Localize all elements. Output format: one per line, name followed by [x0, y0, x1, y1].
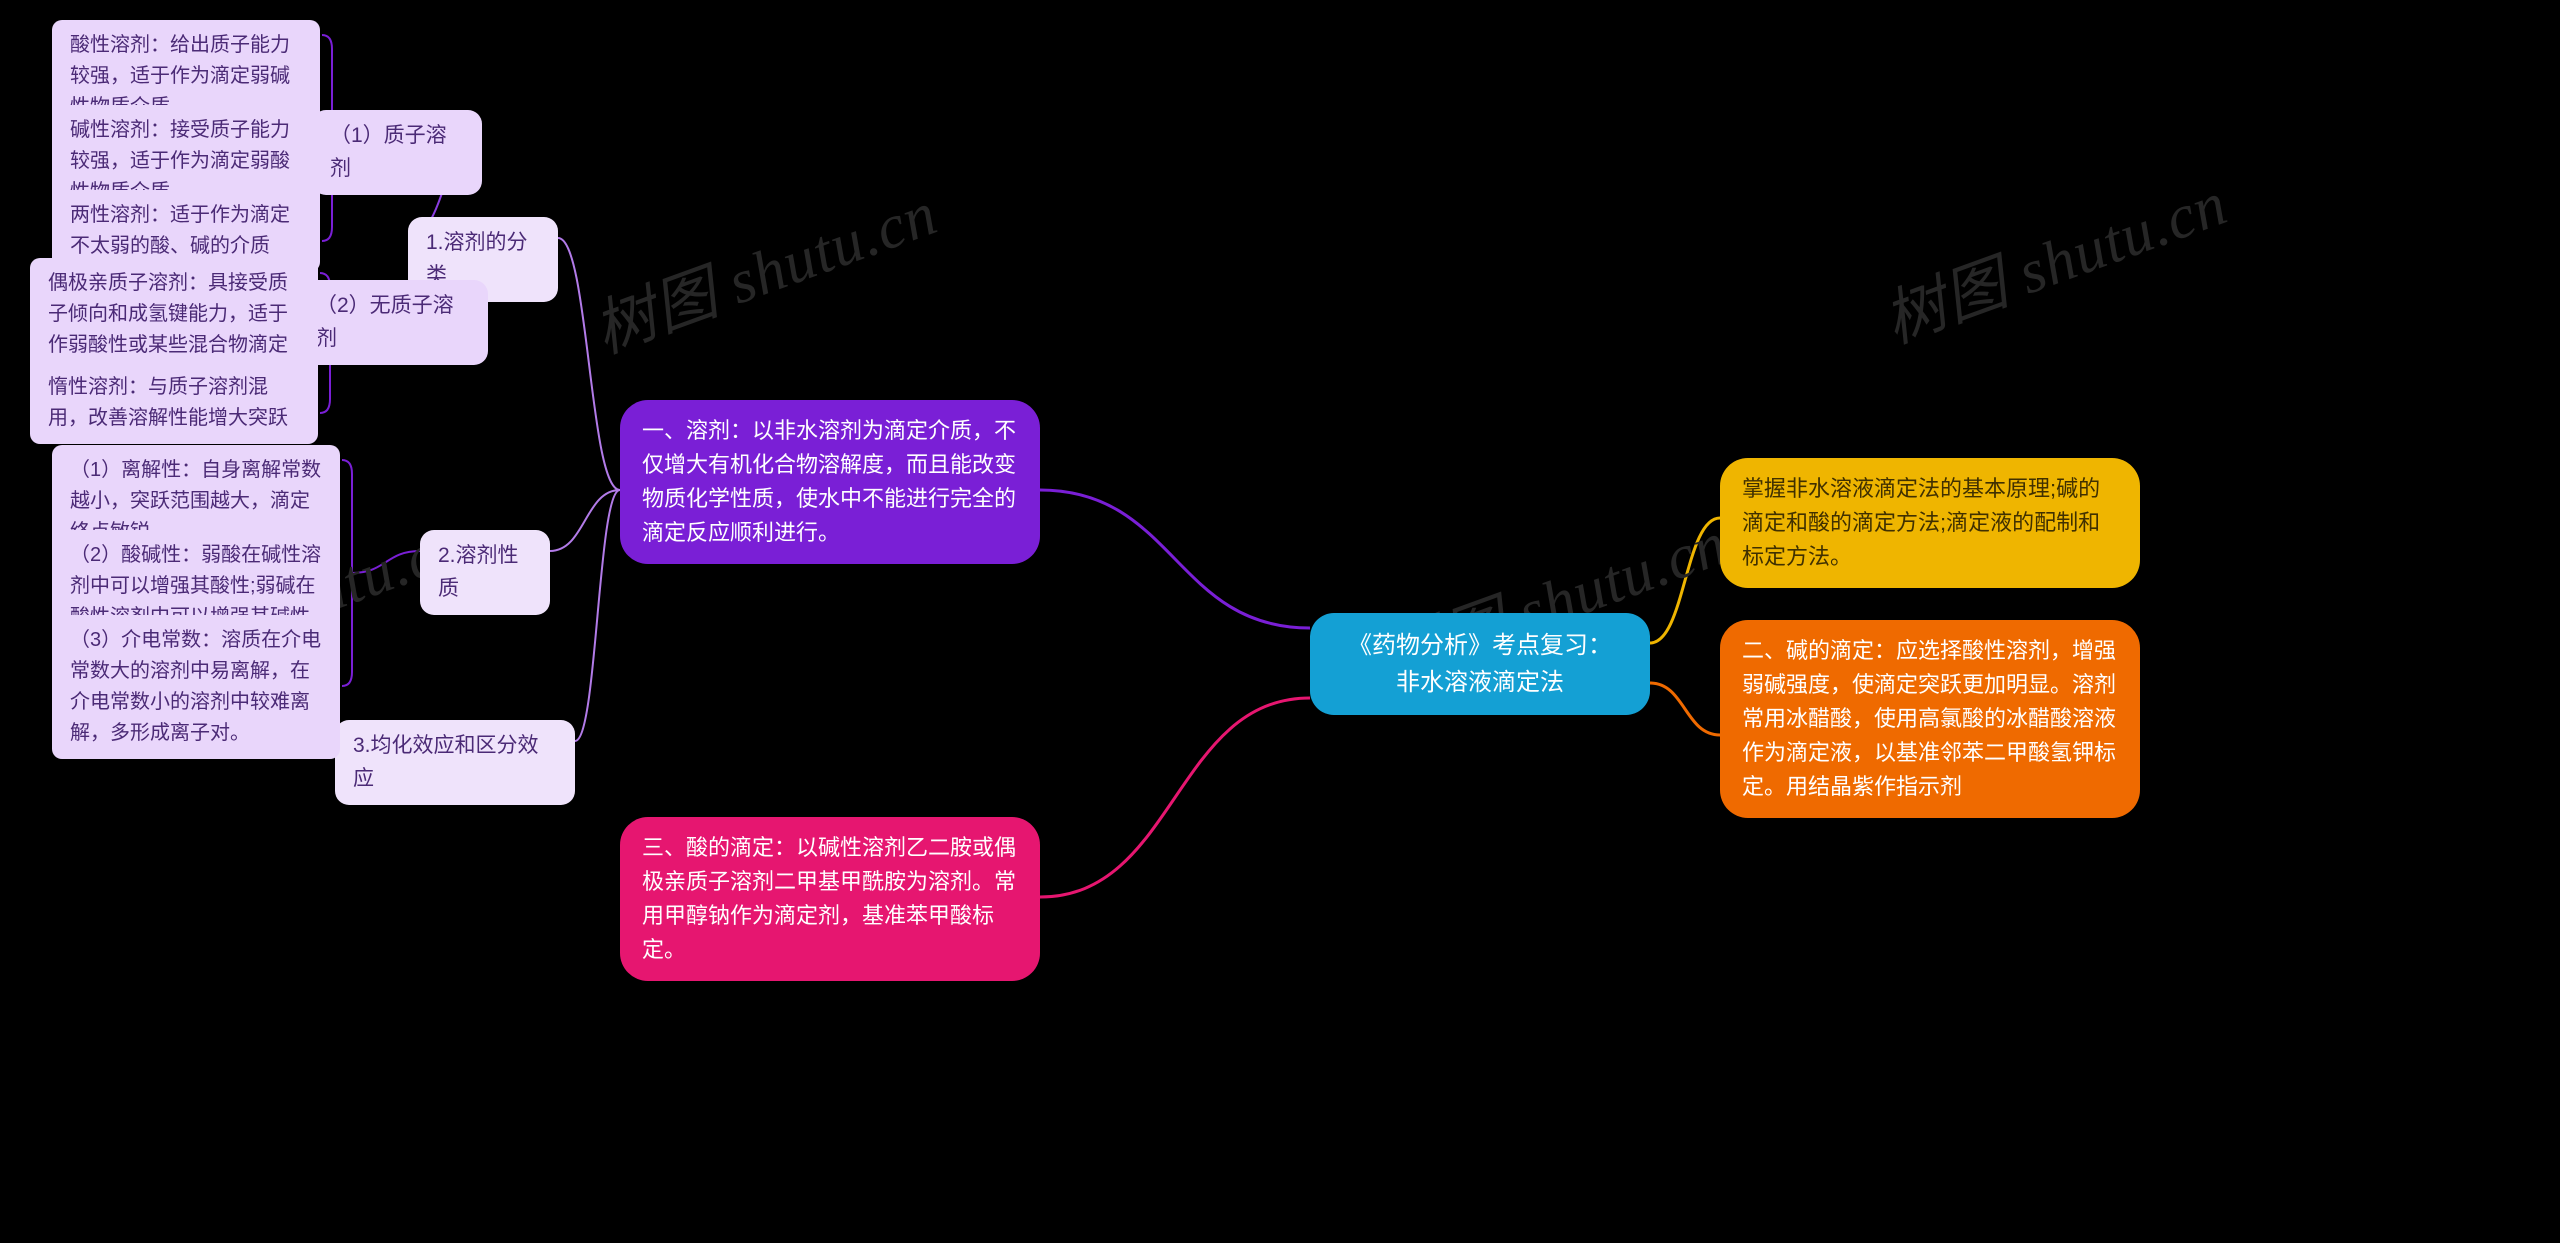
node: （3）介电常数：溶质在介电常数大的溶剂中易离解，在介电常数小的溶剂中较难离解，多…	[52, 615, 340, 759]
node-p2: （2）无质子溶剂	[298, 280, 488, 365]
node-s2: 2.溶剂性质	[420, 530, 550, 615]
node-r2: 二、碱的滴定：应选择酸性溶剂，增强弱碱强度，使滴定突跃更加明显。溶剂常用冰醋酸，…	[1720, 620, 2140, 818]
node-r1: 掌握非水溶液滴定法的基本原理;碱的滴定和酸的滴定方法;滴定液的配制和标定方法。	[1720, 458, 2140, 588]
watermark: 树图 shutu.cn	[1869, 153, 2237, 360]
root-node: 《药物分析》考点复习： 非水溶液滴定法	[1310, 613, 1650, 715]
watermark: 树图 shutu.cn	[579, 163, 947, 370]
node-l1: 一、溶剂：以非水溶剂为滴定介质，不仅增大有机化合物溶解度，而且能改变物质化学性质…	[620, 400, 1040, 564]
node-l2: 三、酸的滴定：以碱性溶剂乙二胺或偶极亲质子溶剂二甲基甲酰胺为溶剂。常用甲醇钠作为…	[620, 817, 1040, 981]
node-s3: 3.均化效应和区分效应	[335, 720, 575, 805]
node-p1: （1）质子溶剂	[312, 110, 482, 195]
node: 惰性溶剂：与质子溶剂混用，改善溶解性能增大突跃	[30, 362, 318, 444]
